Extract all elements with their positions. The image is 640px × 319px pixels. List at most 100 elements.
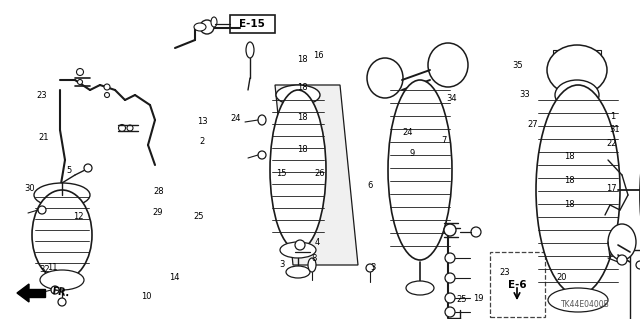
Bar xyxy=(553,50,601,82)
Text: 13: 13 xyxy=(197,117,207,126)
Ellipse shape xyxy=(445,293,455,303)
Ellipse shape xyxy=(547,45,607,95)
Ellipse shape xyxy=(445,273,455,283)
Text: 23: 23 xyxy=(36,91,47,100)
Ellipse shape xyxy=(555,80,599,110)
Text: 28: 28 xyxy=(154,187,164,196)
Ellipse shape xyxy=(118,124,125,131)
Text: 3: 3 xyxy=(279,260,284,269)
Text: 20: 20 xyxy=(556,273,566,282)
Text: 9: 9 xyxy=(410,149,415,158)
Ellipse shape xyxy=(246,42,254,58)
Text: 18: 18 xyxy=(298,55,308,63)
Ellipse shape xyxy=(617,255,627,265)
Text: 18: 18 xyxy=(564,152,575,161)
Text: 32: 32 xyxy=(40,265,50,274)
Text: 14: 14 xyxy=(169,273,179,282)
Text: 24: 24 xyxy=(230,114,241,122)
Polygon shape xyxy=(275,85,358,265)
Text: 16: 16 xyxy=(314,51,324,60)
Ellipse shape xyxy=(200,20,214,34)
Ellipse shape xyxy=(34,183,90,207)
Ellipse shape xyxy=(276,85,320,105)
Text: 4: 4 xyxy=(314,238,319,247)
Text: 15: 15 xyxy=(276,169,287,178)
Ellipse shape xyxy=(636,261,640,269)
Ellipse shape xyxy=(77,79,83,85)
Ellipse shape xyxy=(428,43,468,87)
Ellipse shape xyxy=(104,84,110,90)
Text: 34: 34 xyxy=(447,94,457,103)
Ellipse shape xyxy=(280,120,290,130)
Ellipse shape xyxy=(84,164,92,172)
Ellipse shape xyxy=(444,224,456,236)
Text: 18: 18 xyxy=(564,176,575,185)
Ellipse shape xyxy=(104,93,109,98)
Bar xyxy=(432,52,464,76)
Text: 31: 31 xyxy=(609,125,620,134)
Text: 33: 33 xyxy=(520,90,530,99)
Text: 18: 18 xyxy=(298,113,308,122)
Ellipse shape xyxy=(548,288,608,312)
Text: 18: 18 xyxy=(298,83,308,92)
Bar xyxy=(490,252,545,317)
Ellipse shape xyxy=(406,281,434,295)
Text: 12: 12 xyxy=(73,212,83,221)
Text: 23: 23 xyxy=(499,268,509,277)
Bar xyxy=(230,15,275,33)
Ellipse shape xyxy=(211,17,217,27)
Text: TK44E0400B: TK44E0400B xyxy=(561,300,610,309)
Text: 21: 21 xyxy=(38,133,49,142)
Ellipse shape xyxy=(127,125,133,131)
Ellipse shape xyxy=(38,206,46,214)
Text: 19: 19 xyxy=(474,294,484,303)
Text: FR.: FR. xyxy=(51,286,70,298)
Text: 7: 7 xyxy=(441,136,446,145)
Ellipse shape xyxy=(58,298,66,306)
Ellipse shape xyxy=(295,240,305,250)
Text: 1: 1 xyxy=(611,112,616,121)
Text: E-6: E-6 xyxy=(508,280,526,290)
Bar xyxy=(29,289,45,297)
Text: 30: 30 xyxy=(25,184,35,193)
Text: 22: 22 xyxy=(606,139,616,148)
Text: 18: 18 xyxy=(564,200,575,209)
Ellipse shape xyxy=(194,23,206,31)
Ellipse shape xyxy=(445,307,455,317)
Ellipse shape xyxy=(32,190,92,280)
Text: 27: 27 xyxy=(527,120,538,129)
Text: 10: 10 xyxy=(141,292,151,301)
Text: 25: 25 xyxy=(193,212,204,221)
Ellipse shape xyxy=(308,258,316,272)
Ellipse shape xyxy=(367,58,403,98)
Ellipse shape xyxy=(286,266,310,278)
Polygon shape xyxy=(17,284,29,302)
Ellipse shape xyxy=(40,270,84,290)
Ellipse shape xyxy=(536,85,620,295)
Text: 18: 18 xyxy=(298,145,308,154)
Text: 5: 5 xyxy=(67,166,72,175)
Ellipse shape xyxy=(258,115,266,125)
Bar xyxy=(630,250,640,319)
Text: 3: 3 xyxy=(371,263,376,272)
Text: 24: 24 xyxy=(403,128,413,137)
Ellipse shape xyxy=(258,151,266,159)
Text: 25: 25 xyxy=(456,295,467,304)
Ellipse shape xyxy=(608,224,636,260)
Text: E-15: E-15 xyxy=(239,19,265,29)
Text: 6: 6 xyxy=(367,181,372,189)
Text: 35: 35 xyxy=(512,61,522,70)
Ellipse shape xyxy=(445,253,455,263)
Ellipse shape xyxy=(471,227,481,237)
Ellipse shape xyxy=(366,264,374,272)
Text: 26: 26 xyxy=(315,169,325,178)
Text: 17: 17 xyxy=(606,184,616,193)
Bar xyxy=(374,68,396,86)
Ellipse shape xyxy=(270,90,326,250)
Ellipse shape xyxy=(280,242,316,258)
Text: 29: 29 xyxy=(152,208,163,217)
Text: 8: 8 xyxy=(311,254,316,263)
Ellipse shape xyxy=(51,286,59,294)
Text: 2: 2 xyxy=(200,137,205,146)
Text: 11: 11 xyxy=(47,263,58,272)
